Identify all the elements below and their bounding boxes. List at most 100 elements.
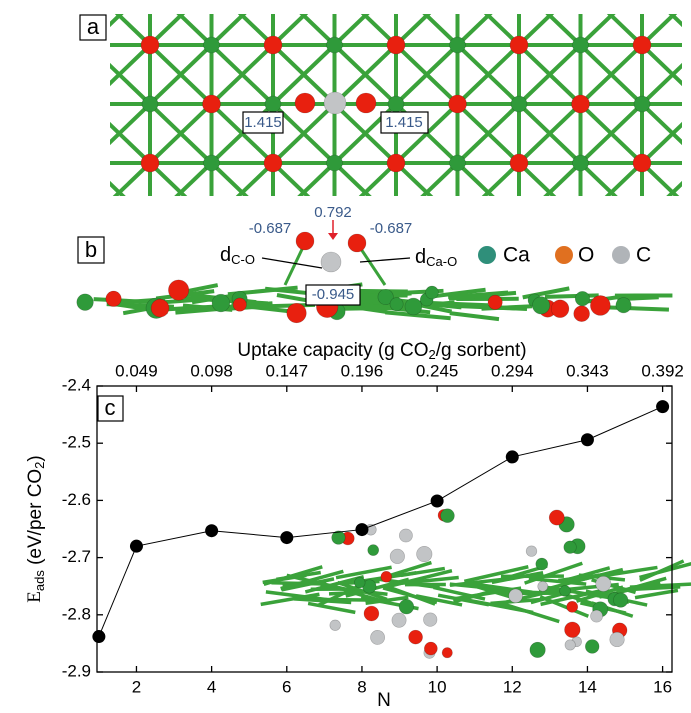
- atom: [286, 302, 307, 324]
- bond: [528, 576, 587, 586]
- atom: [440, 508, 455, 523]
- arrow: [359, 257, 411, 263]
- atom: [386, 35, 406, 55]
- bond: [297, 161, 336, 196]
- bond: [365, 595, 409, 606]
- bond: [579, 43, 644, 106]
- bond-length: 1.415: [244, 114, 282, 131]
- bond: [579, 102, 644, 165]
- atom: [354, 576, 366, 589]
- atom: [613, 592, 629, 608]
- atom: [347, 233, 367, 253]
- atom: [294, 92, 316, 114]
- atom: [508, 588, 523, 604]
- bond: [604, 161, 644, 196]
- atom: [574, 291, 590, 307]
- bond: [112, 161, 152, 196]
- atom: [105, 290, 122, 307]
- atom: [563, 540, 577, 554]
- bond: [27, 45, 89, 104]
- bond: [333, 14, 370, 47]
- legend-label: Ca: [503, 244, 530, 267]
- bond: [640, 121, 682, 165]
- atom: [564, 621, 581, 638]
- data-point: [430, 494, 444, 508]
- bond: [358, 161, 398, 196]
- bond: [150, 222, 212, 281]
- atom: [487, 294, 503, 310]
- bond: [517, 43, 582, 106]
- x2-tick-label: 0.392: [641, 361, 684, 380]
- bond: [400, 566, 446, 578]
- atom: [389, 297, 404, 312]
- atom: [537, 580, 549, 592]
- atom: [367, 544, 380, 556]
- data-point: [505, 450, 519, 464]
- bond-label-box: [380, 111, 429, 134]
- panel-label: a: [87, 14, 100, 39]
- atom: [380, 570, 393, 583]
- atom: [150, 298, 170, 318]
- bond: [110, 14, 124, 28]
- atom: [331, 530, 346, 545]
- atom: [529, 641, 546, 658]
- panel-label-box: [77, 236, 105, 264]
- atom: [633, 95, 651, 113]
- x-axis-title: N: [377, 690, 391, 711]
- atom: [590, 609, 603, 623]
- atom: [634, 214, 650, 230]
- atom: [202, 94, 221, 114]
- x-tick-label: 6: [282, 677, 291, 696]
- x2-tick-label: 0.147: [266, 361, 309, 380]
- atom: [326, 36, 343, 54]
- bond: [390, 560, 432, 577]
- atom: [399, 528, 413, 543]
- panel-label-box: [97, 395, 124, 422]
- atom: [448, 94, 467, 114]
- bond: [463, 565, 529, 584]
- y-tick-label: -2.8: [62, 604, 91, 623]
- bond: [598, 305, 670, 312]
- panel-label: b: [85, 237, 97, 262]
- atom: [566, 600, 579, 613]
- atom: [391, 612, 407, 628]
- atom: [320, 251, 342, 273]
- atom: [548, 509, 565, 526]
- bond: [616, 585, 681, 592]
- bond: [579, 14, 616, 47]
- bond: [394, 575, 459, 586]
- x-tick-label: 14: [578, 677, 597, 696]
- data-point: [580, 433, 594, 447]
- x2-tick-label: 0.294: [491, 361, 534, 380]
- distance-label: dCa-O: [415, 246, 457, 269]
- atom: [329, 619, 341, 631]
- bond: [449, 311, 500, 322]
- bond: [499, 601, 560, 624]
- atom: [140, 35, 160, 55]
- atom: [141, 95, 159, 113]
- charge-label: -0.945: [312, 286, 355, 303]
- bond: [271, 43, 336, 106]
- x-tick-label: 8: [357, 677, 366, 696]
- atom: [572, 213, 590, 231]
- legend-swatch: [612, 246, 630, 264]
- y-title-subscript: 2: [32, 462, 47, 469]
- charge-label: 0.792: [314, 204, 352, 221]
- charge-box: [305, 284, 361, 306]
- bond: [210, 43, 275, 106]
- atom: [168, 279, 190, 301]
- bond: [385, 310, 451, 321]
- y-tick-label: -2.7: [62, 547, 91, 566]
- y-title-part: E: [24, 591, 45, 603]
- atom: [404, 297, 423, 316]
- atom: [590, 295, 611, 316]
- bond: [337, 580, 388, 602]
- bond: [235, 161, 275, 196]
- bond: [445, 301, 516, 311]
- atom: [416, 546, 433, 563]
- bond: [333, 43, 398, 106]
- distance-subscript: Ca-O: [426, 254, 457, 269]
- bond-length: 1.415: [385, 114, 423, 131]
- distance-symbol: d: [415, 246, 426, 268]
- bond: [491, 570, 544, 585]
